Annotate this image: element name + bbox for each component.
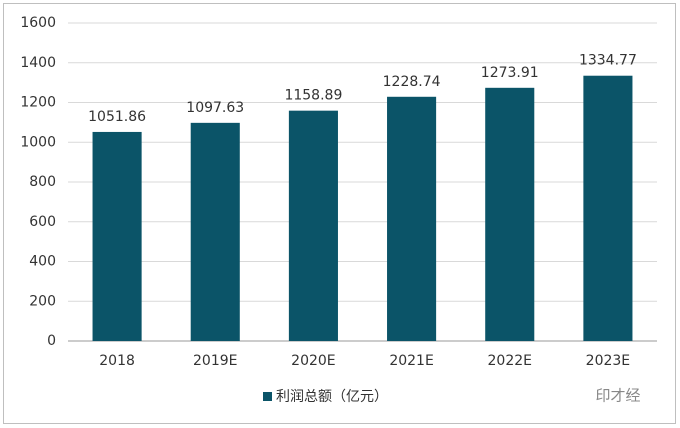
bar bbox=[92, 131, 142, 341]
data-label: 1273.91 bbox=[481, 65, 539, 81]
legend-label: 利润总额（亿元） bbox=[276, 389, 388, 405]
data-label: 1334.77 bbox=[579, 53, 637, 69]
bar bbox=[288, 110, 338, 341]
y-tick-label: 1200 bbox=[20, 95, 56, 111]
legend-swatch bbox=[263, 392, 272, 401]
watermark: 印才经 bbox=[595, 387, 640, 405]
data-label: 1051.86 bbox=[88, 109, 146, 125]
y-tick-label: 600 bbox=[29, 214, 56, 230]
y-tick-label: 1400 bbox=[20, 55, 56, 71]
y-tick-label: 800 bbox=[29, 174, 56, 190]
bar bbox=[190, 122, 240, 341]
frame bbox=[3, 3, 676, 424]
x-tick-label: 2019E bbox=[193, 353, 237, 369]
x-tick-label: 2023E bbox=[586, 353, 630, 369]
y-tick-label: 1600 bbox=[20, 15, 56, 31]
y-tick-label: 1000 bbox=[20, 134, 56, 150]
bar bbox=[387, 96, 437, 341]
data-label: 1158.89 bbox=[284, 88, 342, 104]
bar bbox=[583, 75, 633, 341]
x-tick-label: 2022E bbox=[488, 353, 532, 369]
y-tick-label: 400 bbox=[29, 254, 56, 270]
x-tick-label: 2018 bbox=[99, 353, 135, 369]
x-tick-label: 2020E bbox=[291, 353, 335, 369]
bar bbox=[485, 87, 535, 341]
data-label: 1228.74 bbox=[383, 74, 441, 90]
y-tick-label: 0 bbox=[47, 333, 56, 349]
y-tick-label: 200 bbox=[29, 293, 56, 309]
x-tick-label: 2021E bbox=[389, 353, 433, 369]
data-label: 1097.63 bbox=[186, 100, 244, 116]
